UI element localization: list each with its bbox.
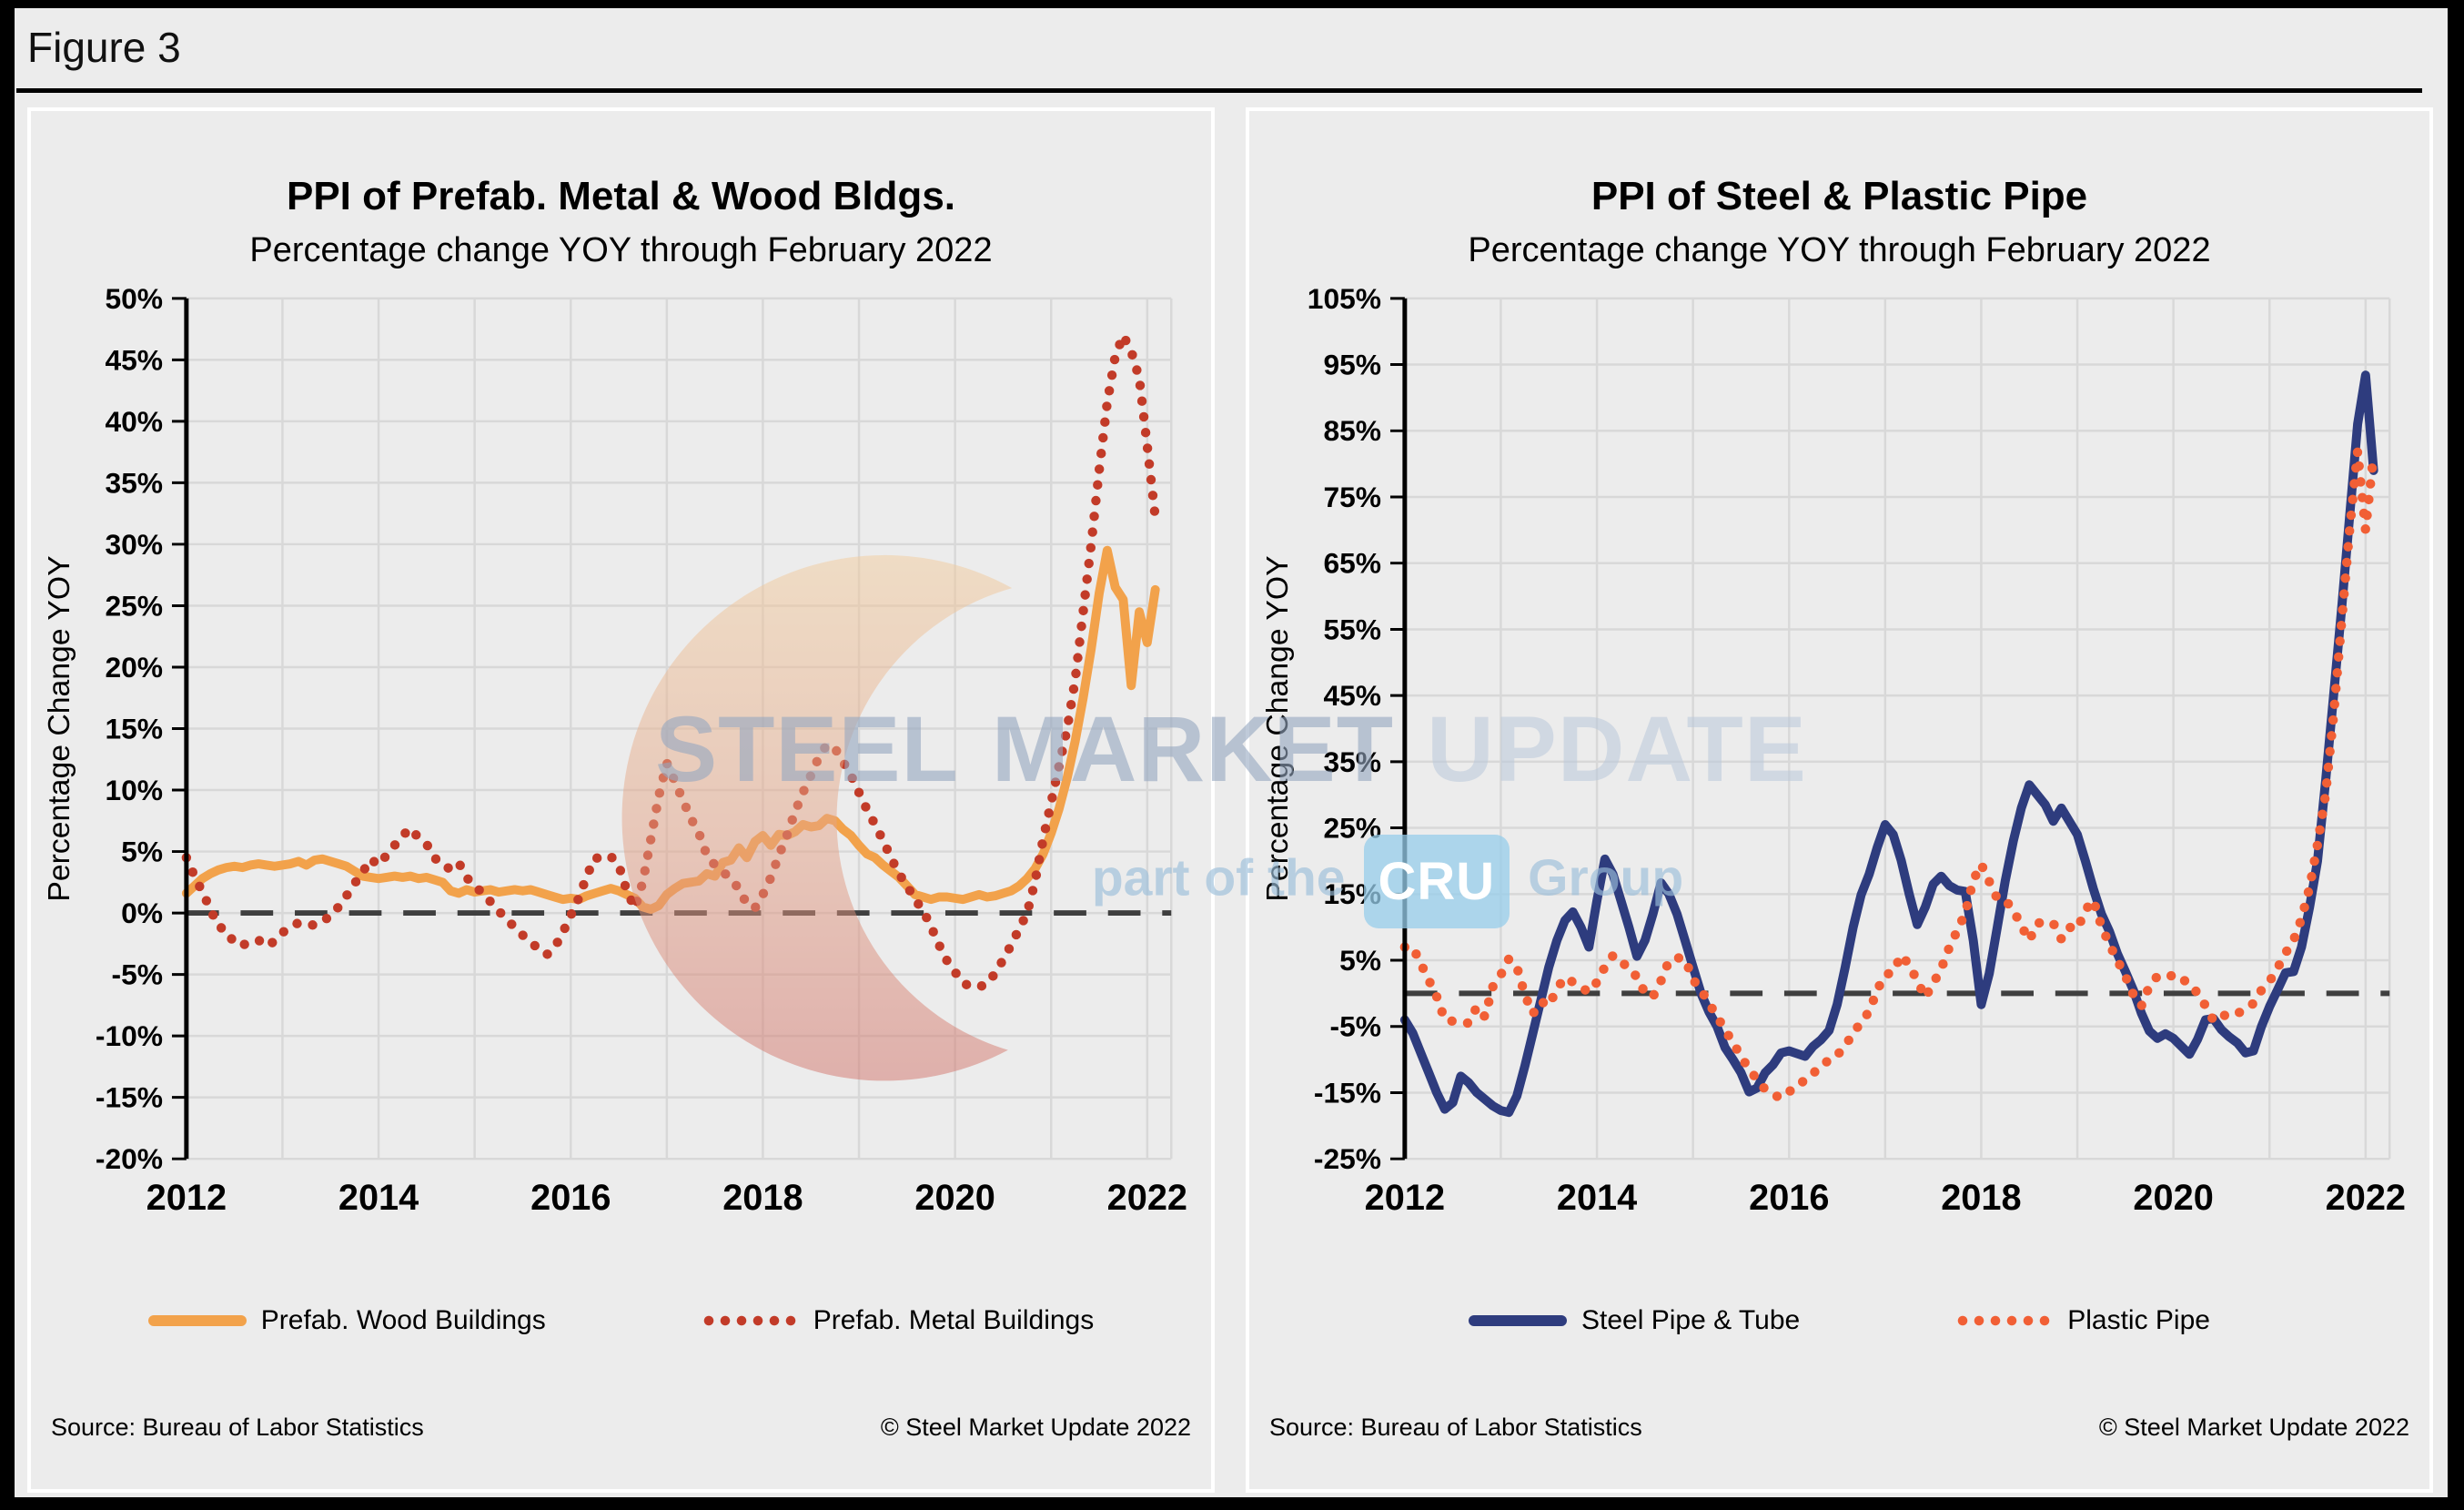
panel-footer: Source: Bureau of Labor Statistics © Ste… [51, 1414, 1191, 1442]
svg-text:2012: 2012 [146, 1178, 227, 1218]
svg-text:-5%: -5% [1330, 1010, 1382, 1043]
svg-text:75%: 75% [1323, 481, 1381, 513]
legend-item-metal: Prefab. Metal Buildings [700, 1304, 1095, 1336]
panel-steel-plastic-pipe: PPI of Steel & Plastic Pipe Percentage c… [1246, 107, 2433, 1493]
chart-title: PPI of Prefab. Metal & Wood Bldgs. [286, 174, 956, 218]
source-note: Source: Bureau of Labor Statistics [1269, 1414, 1642, 1441]
svg-text:2018: 2018 [1941, 1178, 2021, 1218]
svg-text:45%: 45% [105, 343, 163, 376]
svg-text:-15%: -15% [1314, 1076, 1381, 1109]
metal-dotted-swatch [700, 1314, 799, 1326]
legend-label-plastic: Plastic Pipe [2067, 1304, 2210, 1335]
svg-text:95%: 95% [1323, 348, 1381, 380]
legend-item-wood: Prefab. Wood Buildings [147, 1304, 546, 1336]
svg-text:2020: 2020 [2133, 1178, 2213, 1218]
svg-text:55%: 55% [1323, 613, 1381, 645]
svg-text:25%: 25% [1323, 811, 1381, 844]
legend-label-metal: Prefab. Metal Buildings [813, 1304, 1095, 1335]
svg-text:30%: 30% [105, 528, 163, 561]
svg-text:35%: 35% [1323, 745, 1381, 778]
svg-text:35%: 35% [105, 466, 163, 499]
panel-prefab-buildings: PPI of Prefab. Metal & Wood Bldgs. Perce… [27, 107, 1215, 1493]
chart-subtitle: Percentage change YOY through February 2… [249, 231, 993, 269]
svg-text:2012: 2012 [1365, 1178, 1445, 1218]
steel-plastic-pipe-chart: -25% -15% -5% 5% 15% 25% 35% 45% 55% 65% 75% 85% 95%… [1260, 282, 2406, 1218]
legend-label-steel: Steel Pipe & Tube [1581, 1304, 1801, 1335]
svg-text:2022: 2022 [1107, 1178, 1187, 1218]
svg-text:2020: 2020 [914, 1178, 995, 1218]
svg-text:-25%: -25% [1314, 1142, 1381, 1175]
chart-title: PPI of Steel & Plastic Pipe [1590, 174, 2088, 218]
legend-item-plastic: Plastic Pipe [1954, 1305, 2210, 1336]
wood-line-swatch [147, 1314, 247, 1326]
svg-text:Percentage Change YOY: Percentage Change YOY [1260, 555, 1295, 901]
legend: Steel Pipe & Tube Plastic Pipe [1257, 1293, 2422, 1348]
svg-text:-10%: -10% [96, 1019, 163, 1052]
svg-text:25%: 25% [105, 589, 163, 622]
copyright-note: © Steel Market Update 2022 [2098, 1414, 2409, 1441]
steel-line-swatch [1469, 1314, 1568, 1326]
plastic-dotted-swatch [1954, 1314, 2054, 1326]
figure-rule [16, 88, 2422, 93]
source-note: Source: Bureau of Labor Statistics [51, 1414, 424, 1441]
copyright-note: © Steel Market Update 2022 [880, 1414, 1191, 1441]
svg-text:2018: 2018 [722, 1178, 803, 1218]
figure-label: Figure 3 [27, 24, 181, 71]
legend-label-wood: Prefab. Wood Buildings [260, 1304, 546, 1335]
svg-text:Percentage Change YOY: Percentage Change YOY [42, 555, 76, 901]
chart-subtitle: Percentage change YOY through February 2… [1468, 231, 2211, 269]
svg-text:0%: 0% [121, 897, 163, 929]
svg-text:-15%: -15% [96, 1081, 163, 1114]
svg-text:5%: 5% [121, 835, 163, 867]
svg-text:50%: 50% [105, 282, 163, 315]
svg-text:45%: 45% [1323, 679, 1381, 712]
panel-footer: Source: Bureau of Labor Statistics © Ste… [1269, 1414, 2409, 1442]
legend-item-steel: Steel Pipe & Tube [1469, 1305, 1800, 1336]
svg-text:-20%: -20% [96, 1142, 163, 1175]
svg-text:2016: 2016 [530, 1178, 611, 1218]
svg-text:85%: 85% [1323, 414, 1381, 447]
svg-text:10%: 10% [105, 774, 163, 806]
svg-text:15%: 15% [1323, 877, 1381, 910]
svg-text:20%: 20% [105, 651, 163, 684]
svg-text:2014: 2014 [338, 1178, 419, 1218]
svg-text:65%: 65% [1323, 547, 1381, 580]
svg-text:15%: 15% [105, 712, 163, 745]
svg-text:2022: 2022 [2326, 1178, 2406, 1218]
chart-panels: PPI of Prefab. Metal & Wood Bldgs. Perce… [27, 107, 2433, 1493]
figure-header: Figure 3 [15, 8, 2448, 93]
svg-text:2014: 2014 [1557, 1178, 1637, 1218]
svg-text:40%: 40% [105, 405, 163, 438]
legend: Prefab. Wood Buildings Prefab. Metal Bui… [38, 1293, 1204, 1348]
prefab-buildings-chart: -20% -15% -10% -5% 0% 5% 10% 15% 20% 25% 30% 35% 40%… [42, 282, 1187, 1218]
svg-text:105%: 105% [1308, 282, 1381, 315]
figure-content: Figure 3 PPI of Prefab. Metal & Wood Bld… [15, 8, 2448, 1497]
svg-text:2016: 2016 [1749, 1178, 1829, 1218]
svg-text:-5%: -5% [112, 958, 164, 991]
svg-text:5%: 5% [1339, 944, 1381, 977]
